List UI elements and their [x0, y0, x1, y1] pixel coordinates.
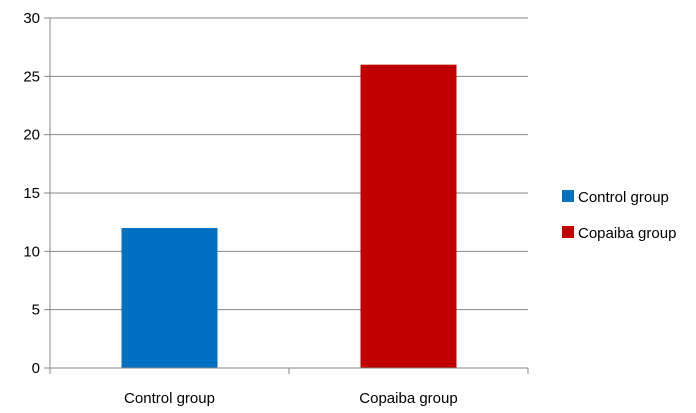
legend-label: Control group — [578, 189, 669, 206]
bar-control-group — [121, 228, 218, 368]
bar-copaiba-group — [360, 64, 457, 369]
bars — [121, 64, 457, 369]
legend-swatch — [562, 226, 574, 238]
y-tick-label: 20 — [23, 127, 40, 144]
legend: Control group Copaiba group — [562, 189, 676, 242]
y-tick-label: 25 — [23, 68, 40, 85]
y-tick-label: 10 — [23, 243, 40, 260]
y-tick-label: 15 — [23, 185, 40, 202]
x-tick-label: Copaiba group — [359, 390, 457, 407]
y-tick-label: 5 — [32, 302, 40, 319]
x-tick-label: Control group — [124, 390, 215, 407]
y-tick-label: 30 — [23, 10, 40, 27]
axes: 0 5 10 15 20 25 30 Control group Copaiba group — [23, 10, 529, 407]
legend-swatch — [562, 190, 574, 202]
legend-label: Copaiba group — [578, 225, 676, 242]
y-tick-label: 0 — [32, 360, 40, 377]
